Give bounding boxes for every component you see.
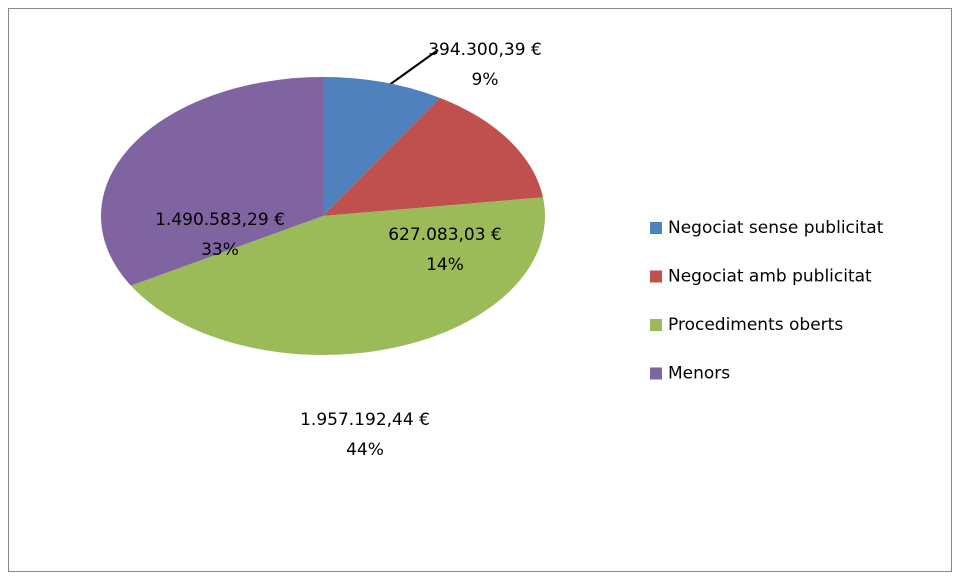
pie-slice <box>130 197 546 356</box>
percent-label: 9% <box>472 70 499 90</box>
data-label: 627.083,03 € <box>388 225 502 245</box>
data-label: 1.490.583,29 € <box>155 210 285 230</box>
pie-slice <box>101 77 323 286</box>
pie-slice <box>323 97 543 216</box>
leader-line <box>384 49 439 89</box>
legend-swatch <box>650 270 662 283</box>
legend-label: Negociat amb publicitat <box>668 267 872 287</box>
data-label: 1.957.192,44 € <box>300 410 430 430</box>
legend-label: Negociat sense publicitat <box>668 218 884 238</box>
legend-swatch <box>650 367 662 380</box>
legend-label: Procediments oberts <box>668 315 843 335</box>
legend-label: Menors <box>668 364 730 384</box>
pie-slice <box>323 77 440 216</box>
percent-label: 14% <box>426 255 464 275</box>
data-label: 394.300,39 € <box>428 40 542 60</box>
legend-swatch <box>650 222 662 234</box>
legend-swatch <box>650 319 662 331</box>
percent-label: 44% <box>346 440 384 460</box>
percent-label: 33% <box>201 240 239 260</box>
